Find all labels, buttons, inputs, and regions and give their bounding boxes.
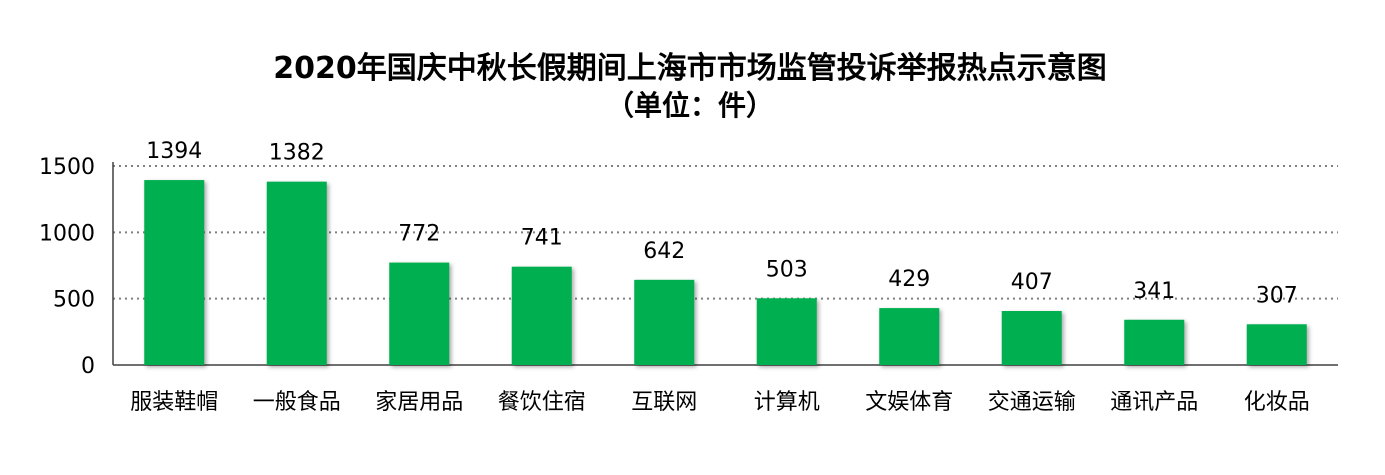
data-label: 429: [888, 267, 930, 292]
x-tick-label: 计算机: [754, 390, 820, 415]
x-tick-label: 互联网: [631, 390, 697, 415]
x-tick-label: 文娱体育: [865, 390, 953, 415]
bar: [389, 262, 450, 365]
y-tick-label: 1500: [39, 155, 95, 180]
bar: [144, 180, 205, 365]
labels: 0 500 1000 1500 1394 服装鞋帽 1382 一般食品 772 家居用品 741 餐饮…: [39, 139, 1310, 415]
y-tick-label: 1000: [39, 221, 95, 246]
bar: [1001, 311, 1062, 365]
chart-title: 2020年国庆中秋长假期间上海市市场监管投诉举报热点示意图: [273, 51, 1107, 86]
x-tick-label: 通讯产品: [1110, 390, 1198, 415]
bar: [756, 298, 817, 365]
x-tick-label: 一般食品: [253, 390, 341, 415]
x-tick-label: 家居用品: [375, 390, 463, 415]
bar: [634, 279, 695, 365]
bar: [511, 266, 572, 365]
data-label: 503: [766, 257, 808, 282]
bars: [144, 180, 1307, 365]
data-label: 741: [521, 226, 563, 251]
x-tick-label: 交通运输: [988, 390, 1076, 415]
data-label: 341: [1133, 279, 1175, 304]
x-tick-label: 化妆品: [1244, 390, 1310, 415]
data-label: 642: [643, 239, 685, 264]
data-label: 307: [1256, 283, 1298, 308]
x-tick-label: 餐饮住宿: [498, 390, 586, 415]
y-tick-label: 0: [81, 354, 95, 379]
y-tick-label: 500: [53, 288, 95, 313]
bar: [1246, 324, 1307, 365]
bar: [266, 181, 327, 365]
data-label: 772: [398, 222, 440, 247]
bar: [879, 308, 940, 365]
bar: [1124, 319, 1185, 365]
data-label: 1394: [146, 139, 202, 164]
data-label: 407: [1011, 270, 1053, 295]
x-tick-label: 服装鞋帽: [130, 390, 218, 415]
data-label: 1382: [269, 141, 325, 166]
chart-subtitle: （单位：件）: [606, 89, 774, 122]
